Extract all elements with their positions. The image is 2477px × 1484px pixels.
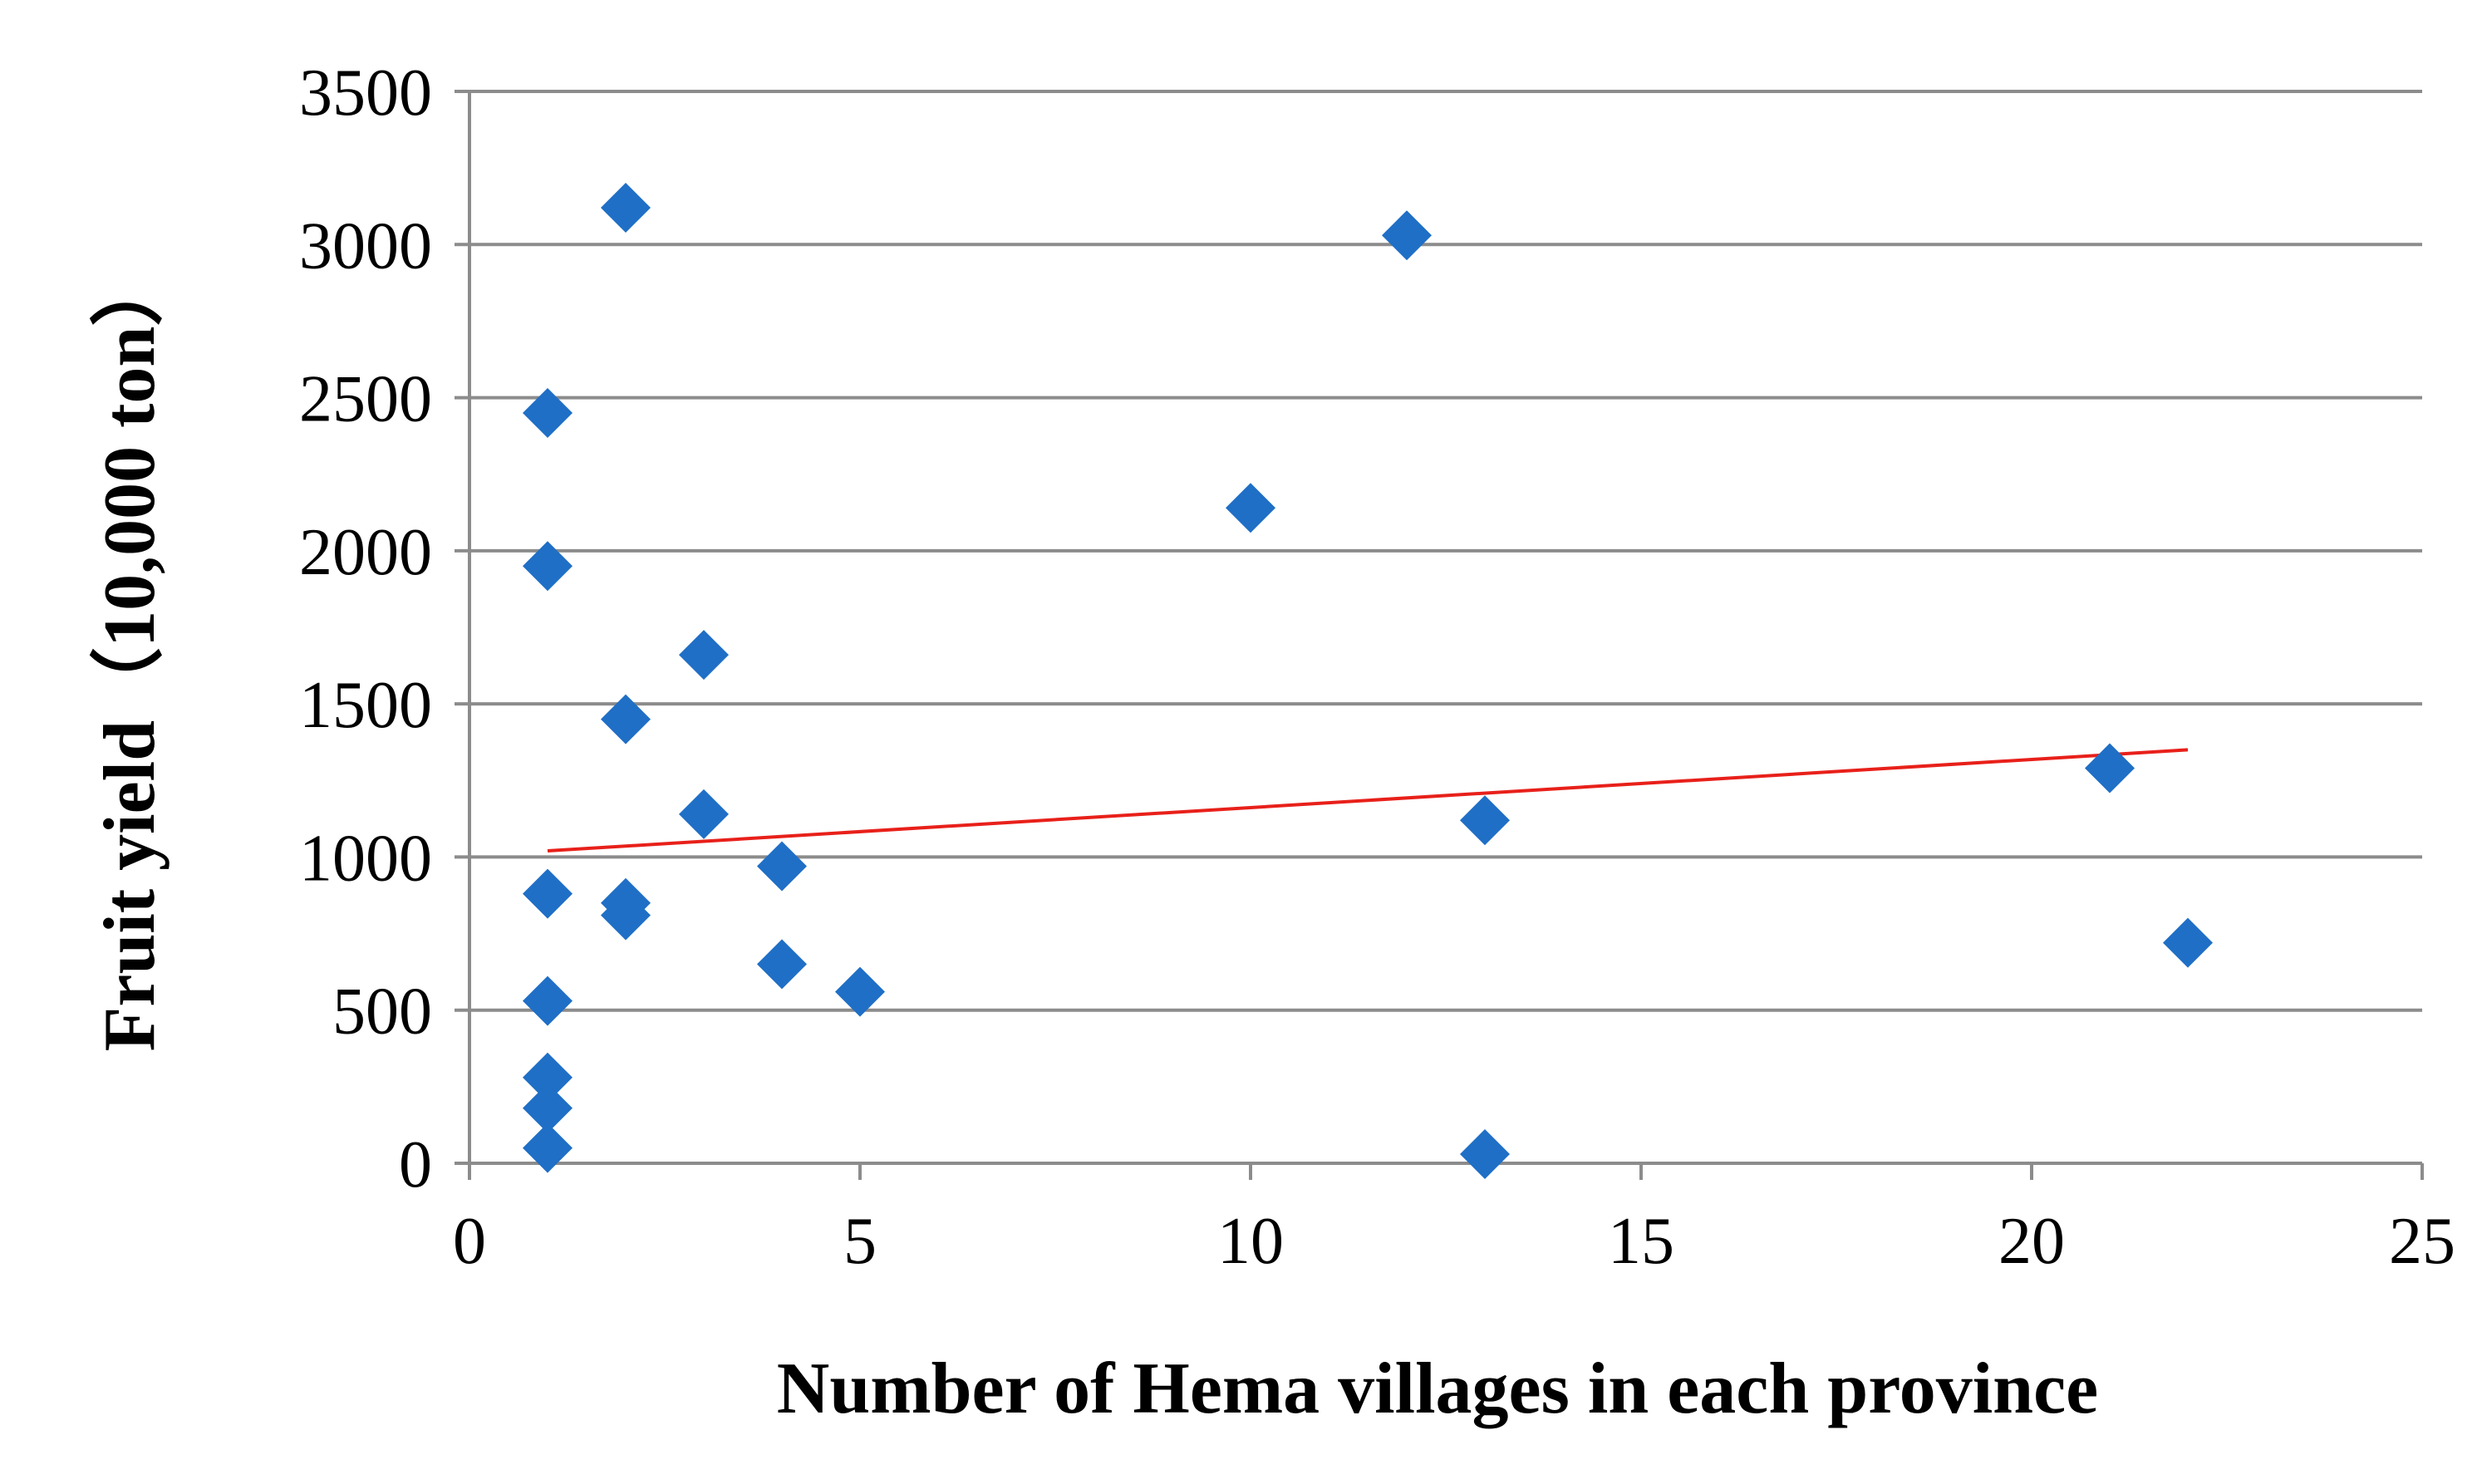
data-points — [523, 183, 2213, 1179]
grid-lines — [469, 90, 2422, 1012]
data-point-0 — [523, 388, 573, 438]
data-point-18 — [1460, 795, 1510, 846]
y-tick-label-3500: 3500 — [299, 57, 432, 130]
data-point-2 — [523, 868, 573, 919]
data-point-17 — [1382, 210, 1432, 261]
y-tick-labels: 0 500 1000 1500 2000 2500 3000 3500 — [299, 57, 432, 1201]
x-tick-label-25: 25 — [2389, 1205, 2455, 1278]
data-point-15 — [835, 966, 885, 1017]
axes — [455, 90, 2424, 1180]
data-point-1 — [523, 541, 573, 592]
data-point-7 — [601, 183, 651, 233]
x-tick-label-10: 10 — [1217, 1205, 1284, 1278]
y-tick-label-2500: 2500 — [299, 363, 432, 436]
y-tick-label-1000: 1000 — [299, 822, 432, 895]
data-point-14 — [757, 939, 807, 990]
data-point-10 — [601, 890, 651, 941]
x-tick-label-5: 5 — [843, 1205, 877, 1278]
data-point-21 — [2163, 917, 2213, 968]
y-axis-title: Fruit yield（10,000 ton） — [90, 253, 170, 1052]
x-axis-title: Number of Hema villages in each province — [777, 1349, 2098, 1429]
y-tick-label-500: 500 — [332, 975, 432, 1049]
data-point-5 — [523, 1083, 573, 1133]
data-point-19 — [1460, 1128, 1510, 1179]
trendline-layer — [547, 748, 2189, 853]
data-point-3 — [523, 975, 573, 1026]
x-tick-label-0: 0 — [453, 1205, 486, 1278]
data-point-4 — [523, 1052, 573, 1103]
y-tick-label-2000: 2000 — [299, 516, 432, 589]
trendline — [547, 748, 2189, 853]
data-point-13 — [757, 841, 807, 892]
y-tick-label-3000: 3000 — [299, 209, 432, 283]
x-tick-labels: 0 5 10 15 20 25 — [453, 1205, 2455, 1278]
data-point-11 — [679, 630, 729, 681]
x-tick-label-15: 15 — [1608, 1205, 1674, 1278]
data-point-16 — [1226, 483, 1275, 533]
data-point-6 — [523, 1123, 573, 1173]
x-tick-label-20: 20 — [1998, 1205, 2065, 1278]
y-tick-label-0: 0 — [399, 1128, 432, 1201]
data-point-8 — [601, 694, 651, 744]
data-point-20 — [2085, 743, 2135, 794]
data-point-12 — [679, 789, 729, 839]
y-tick-label-1500: 1500 — [299, 669, 432, 742]
